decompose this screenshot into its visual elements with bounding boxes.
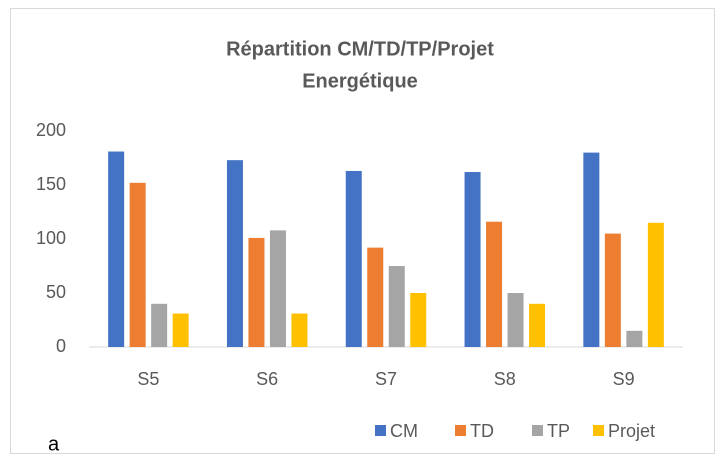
- x-tick-label: S8: [494, 369, 516, 389]
- bar: [410, 293, 427, 347]
- y-tick-label: 50: [46, 282, 66, 302]
- x-tick-label: S7: [375, 369, 397, 389]
- legend-swatch: [532, 425, 543, 436]
- bar: [604, 233, 621, 347]
- bar: [291, 313, 308, 347]
- bar: [248, 237, 265, 347]
- x-tick-label: S6: [256, 369, 278, 389]
- bar: [464, 172, 481, 347]
- bar: [151, 303, 168, 347]
- legend-label: Projet: [608, 421, 655, 441]
- bar: [129, 182, 146, 347]
- x-tick-label: S9: [613, 369, 635, 389]
- bar: [367, 247, 384, 347]
- x-tick-label: S5: [137, 369, 159, 389]
- chart-title: Répartition CM/TD/TP/Projet: [226, 38, 494, 60]
- bar: [583, 152, 600, 347]
- annotation: a: [48, 433, 60, 455]
- bar: [507, 293, 524, 347]
- legend-swatch: [593, 425, 604, 436]
- legend-label: TD: [470, 421, 494, 441]
- bar: [108, 151, 125, 347]
- legend-label: CM: [390, 421, 418, 441]
- bar: [486, 221, 503, 347]
- legend-label: TP: [547, 421, 570, 441]
- bar: [172, 313, 189, 347]
- bar: [388, 266, 405, 347]
- bar: [626, 330, 643, 347]
- chart-title: Energétique: [302, 70, 418, 92]
- y-tick-label: 100: [36, 228, 66, 248]
- y-tick-label: 150: [36, 174, 66, 194]
- bar: [529, 303, 546, 347]
- bar: [647, 222, 664, 347]
- legend-swatch: [375, 425, 386, 436]
- legend-swatch: [455, 425, 466, 436]
- bar: [226, 160, 243, 347]
- bar: [269, 230, 286, 347]
- y-tick-label: 200: [36, 120, 66, 140]
- y-tick-label: 0: [56, 336, 66, 356]
- bar: [345, 170, 362, 347]
